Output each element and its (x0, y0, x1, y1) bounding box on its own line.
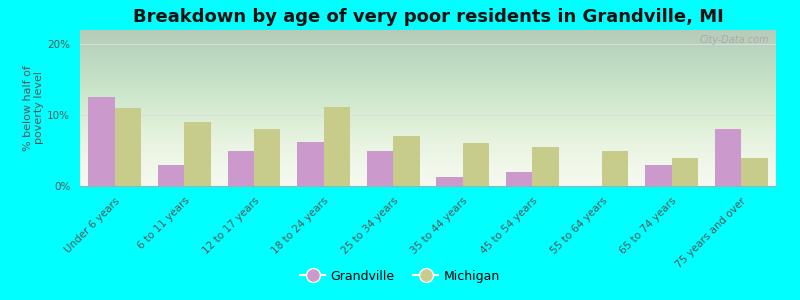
Text: City-Data.com: City-Data.com (699, 35, 769, 45)
Bar (533, 147, 559, 186)
Bar (254, 129, 281, 186)
Bar (671, 158, 698, 186)
Bar (602, 151, 629, 186)
Bar (323, 106, 350, 186)
Bar (436, 178, 462, 186)
Bar (115, 108, 142, 186)
Bar (714, 129, 742, 186)
Bar (463, 143, 490, 186)
Bar (366, 151, 394, 186)
Bar (227, 151, 254, 186)
Y-axis label: % below half of
poverty level: % below half of poverty level (23, 65, 45, 151)
Bar (297, 142, 323, 186)
Bar (506, 172, 533, 186)
Bar (645, 165, 672, 186)
Bar (184, 122, 211, 186)
Bar (158, 165, 185, 186)
Title: Breakdown by age of very poor residents in Grandville, MI: Breakdown by age of very poor residents … (133, 8, 723, 26)
Bar (742, 158, 768, 186)
Legend: Grandville, Michigan: Grandville, Michigan (295, 265, 505, 288)
Bar (394, 136, 420, 186)
Bar (88, 98, 115, 186)
